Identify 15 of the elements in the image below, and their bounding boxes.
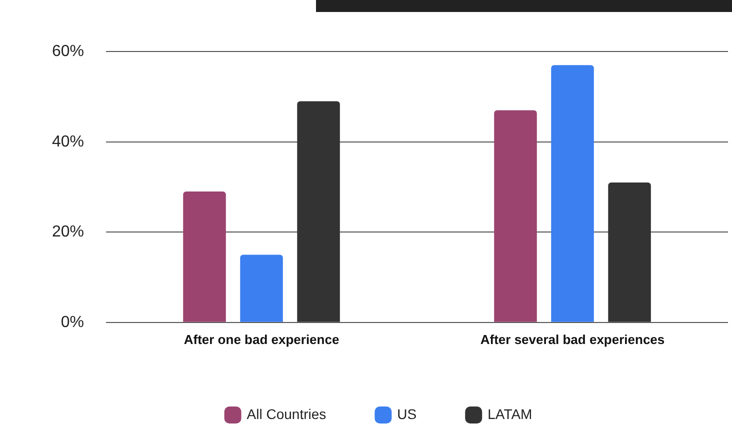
bar xyxy=(608,182,651,322)
bar xyxy=(183,192,226,322)
legend-label: US xyxy=(397,406,417,422)
y-tick-label: 40% xyxy=(52,133,84,150)
x-tick-label: After several bad experiences xyxy=(480,332,665,347)
legend-label: All Countries xyxy=(246,406,326,422)
y-tick-label: 60% xyxy=(52,43,84,60)
bar xyxy=(297,101,340,322)
y-tick-label: 0% xyxy=(60,314,84,331)
bar xyxy=(551,65,594,322)
legend-label: LATAM xyxy=(488,406,532,422)
bar xyxy=(240,254,283,322)
x-tick-label: After one bad experience xyxy=(184,332,340,347)
y-tick-label: 20% xyxy=(52,224,84,241)
bar xyxy=(494,110,537,322)
